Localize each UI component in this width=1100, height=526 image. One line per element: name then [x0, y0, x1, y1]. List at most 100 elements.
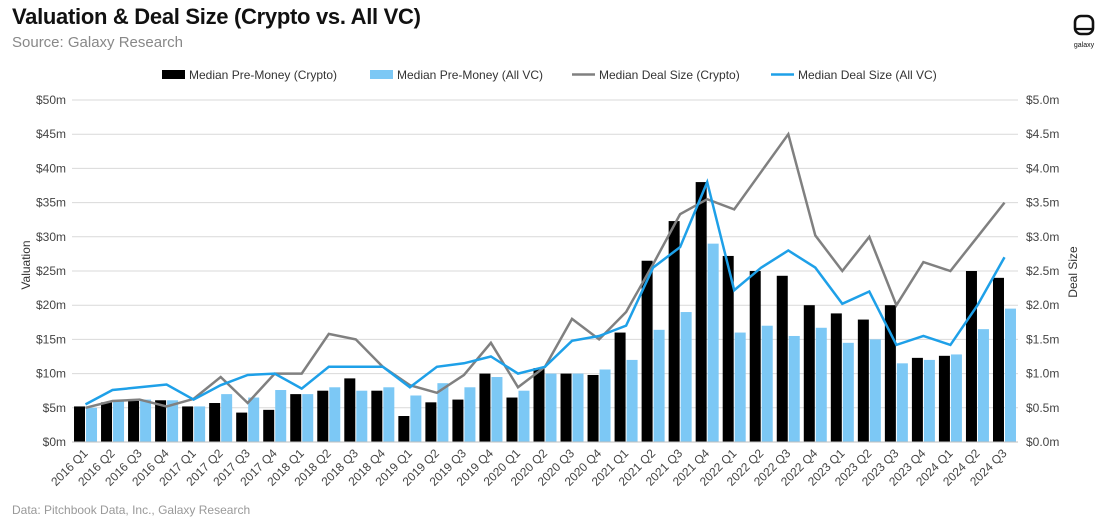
- y-tick-label: $50m: [36, 93, 66, 107]
- bar-allvc-premoney: [194, 406, 206, 442]
- y2-tick-label: $3.5m: [1026, 196, 1059, 210]
- bar-allvc-premoney: [842, 342, 854, 442]
- y-tick-label: $45m: [36, 127, 66, 141]
- bar-crypto-premoney: [992, 277, 1004, 442]
- bar-allvc-premoney: [464, 387, 476, 442]
- y-tick-label: $5m: [43, 401, 66, 415]
- bar-allvc-premoney: [545, 373, 557, 442]
- bar-crypto-premoney: [452, 399, 464, 442]
- bar-crypto-premoney: [317, 390, 329, 442]
- bar-crypto-premoney: [74, 406, 86, 442]
- y2-tick-label: $4.0m: [1026, 161, 1059, 175]
- bar-allvc-premoney: [221, 394, 233, 442]
- bar-allvc-premoney: [950, 354, 962, 442]
- legend: Median Pre-Money (Crypto) Median Pre-Mone…: [162, 68, 937, 82]
- bar-crypto-premoney: [479, 373, 491, 442]
- bar-crypto-premoney: [641, 260, 653, 442]
- legend-swatch: [370, 70, 393, 79]
- y-axis-title: Valuation: [19, 240, 33, 289]
- bar-crypto-premoney: [965, 271, 977, 442]
- bar-crypto-premoney: [182, 406, 194, 442]
- bar-allvc-premoney: [410, 395, 422, 442]
- bar-crypto-premoney: [587, 374, 599, 442]
- bar-allvc-premoney: [356, 390, 368, 442]
- bar-crypto-premoney: [344, 378, 356, 442]
- y2-tick-label: $1.0m: [1026, 367, 1059, 381]
- y-tick-label: $0m: [43, 435, 66, 449]
- bar-crypto-premoney: [236, 412, 248, 442]
- galaxy-logo-icon: [1073, 14, 1095, 36]
- bar-allvc-premoney: [869, 339, 881, 442]
- bar-allvc-premoney: [923, 359, 935, 442]
- y-tick-label: $20m: [36, 298, 66, 312]
- bar-crypto-premoney: [614, 332, 626, 442]
- bar-crypto-premoney: [857, 319, 869, 442]
- bar-crypto-premoney: [263, 409, 275, 442]
- y2-tick-label: $0.5m: [1026, 401, 1059, 415]
- bar-crypto-premoney: [209, 403, 221, 442]
- y2-tick-label: $4.5m: [1026, 127, 1059, 141]
- line-allvc-deal-size: [84, 178, 1006, 406]
- bar-allvc-premoney: [248, 397, 260, 442]
- bar-allvc-premoney: [707, 243, 719, 442]
- chart-subtitle: Source: Galaxy Research: [12, 34, 183, 51]
- bars: [74, 182, 1016, 442]
- bar-allvc-premoney: [626, 359, 638, 442]
- y2-tick-label: $5.0m: [1026, 93, 1059, 107]
- data-source-note: Data: Pitchbook Data, Inc., Galaxy Resea…: [12, 503, 251, 517]
- bar-crypto-premoney: [776, 275, 788, 442]
- bar-allvc-premoney: [329, 387, 341, 442]
- bar-crypto-premoney: [722, 255, 734, 442]
- bar-crypto-premoney: [371, 390, 383, 442]
- legend-swatch: [162, 70, 185, 79]
- bar-allvc-premoney: [437, 383, 449, 442]
- bar-allvc-premoney: [113, 400, 125, 442]
- bar-allvc-premoney: [680, 312, 692, 442]
- bar-allvc-premoney: [140, 399, 152, 442]
- bar-allvc-premoney: [167, 400, 179, 442]
- y-tick-label: $10m: [36, 367, 66, 381]
- bar-crypto-premoney: [425, 402, 437, 442]
- y2-tick-label: $2.5m: [1026, 264, 1059, 278]
- bar-crypto-premoney: [533, 368, 545, 442]
- bar-allvc-premoney: [572, 373, 584, 442]
- series-lines: [84, 131, 1006, 410]
- bar-allvc-premoney: [815, 327, 827, 442]
- bar-allvc-premoney: [896, 363, 908, 442]
- bar-crypto-premoney: [668, 221, 680, 442]
- legend-label: Median Pre-Money (Crypto): [189, 68, 337, 82]
- bar-allvc-premoney: [977, 329, 989, 442]
- bar-allvc-premoney: [1004, 308, 1016, 442]
- bar-crypto-premoney: [938, 355, 950, 442]
- legend-label: Median Deal Size (Crypto): [599, 68, 740, 82]
- bar-allvc-premoney: [734, 332, 746, 442]
- bar-allvc-premoney: [275, 390, 287, 442]
- y2-tick-label: $2.0m: [1026, 298, 1059, 312]
- legend-label: Median Pre-Money (All VC): [397, 68, 543, 82]
- y-tick-label: $25m: [36, 264, 66, 278]
- bar-allvc-premoney: [788, 335, 800, 442]
- bar-crypto-premoney: [695, 182, 707, 442]
- y2-axis-title: Deal Size: [1066, 246, 1080, 298]
- bar-crypto-premoney: [128, 400, 140, 442]
- bar-allvc-premoney: [383, 387, 395, 442]
- y-tick-label: $40m: [36, 161, 66, 175]
- bar-crypto-premoney: [830, 313, 842, 442]
- y-tick-label: $30m: [36, 230, 66, 244]
- bar-allvc-premoney: [491, 377, 503, 442]
- y-tick-label: $15m: [36, 332, 66, 346]
- bar-crypto-premoney: [506, 397, 518, 442]
- y-tick-label: $35m: [36, 196, 66, 210]
- bar-allvc-premoney: [518, 390, 530, 442]
- bar-crypto-premoney: [803, 305, 815, 442]
- chart-title: Valuation & Deal Size (Crypto vs. All VC…: [12, 4, 421, 29]
- bar-crypto-premoney: [290, 394, 302, 442]
- bar-crypto-premoney: [560, 373, 572, 442]
- bar-allvc-premoney: [86, 407, 98, 442]
- y-axis-right-ticks: $0.0m $0.5m $1.0m $1.5m $2.0m $2.5m $3.0m $3.5m…: [1026, 93, 1059, 449]
- y2-tick-label: $1.5m: [1026, 332, 1059, 346]
- bar-crypto-premoney: [884, 305, 896, 442]
- bar-crypto-premoney: [911, 357, 923, 442]
